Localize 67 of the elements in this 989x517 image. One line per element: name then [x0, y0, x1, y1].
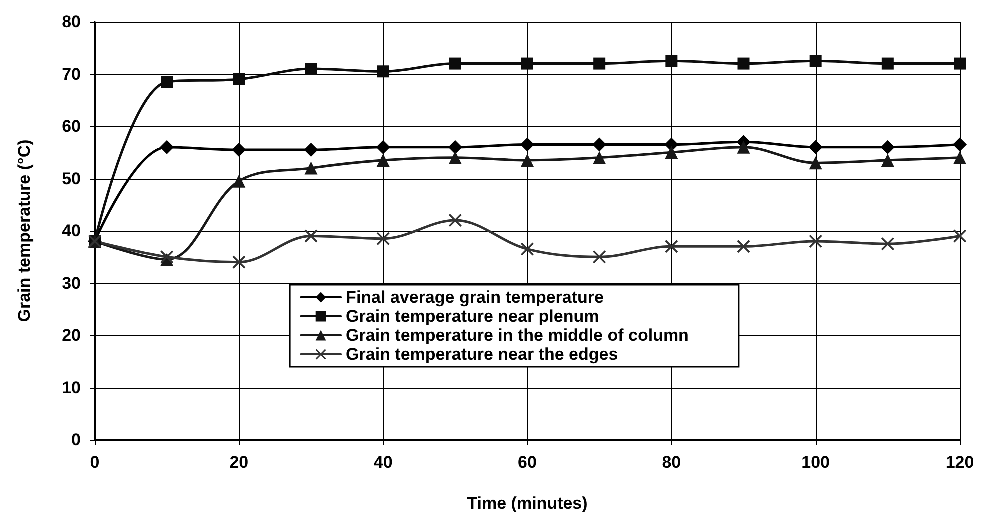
y-tick-label: 0 — [72, 430, 81, 450]
point — [954, 151, 966, 164]
point — [232, 256, 246, 269]
point — [376, 140, 390, 154]
legend-label: Final average grain temperature — [346, 288, 604, 307]
point — [954, 230, 966, 243]
point — [665, 240, 678, 254]
y-tick-label: 20 — [62, 326, 81, 345]
point — [954, 58, 966, 70]
point — [304, 230, 318, 243]
point — [448, 140, 462, 154]
point — [808, 140, 823, 154]
x-tick-label: 20 — [230, 453, 249, 472]
point — [376, 154, 390, 167]
point — [738, 58, 750, 70]
point — [880, 140, 895, 154]
point — [594, 58, 606, 70]
point — [882, 58, 894, 70]
x-tick-label: 60 — [518, 453, 537, 472]
legend-label: Grain temperature in the middle of column — [346, 326, 689, 345]
y-axis-title: Grain temperature (°C) — [15, 140, 34, 322]
point — [881, 238, 894, 251]
point — [520, 138, 534, 152]
point — [232, 174, 246, 188]
point — [522, 58, 534, 70]
point — [592, 138, 607, 152]
point — [881, 154, 894, 167]
point — [737, 140, 750, 154]
y-tick-label: 80 — [62, 12, 81, 32]
legend-label: Grain temperature near the edges — [346, 345, 618, 364]
y-tick-label: 60 — [62, 117, 81, 136]
point — [233, 73, 246, 86]
point — [448, 151, 462, 164]
point — [448, 214, 462, 228]
x-axis-title: Time (minutes) — [467, 494, 588, 513]
legend-label: Grain temperature near plenum — [346, 307, 600, 326]
point — [160, 250, 174, 264]
point — [161, 76, 174, 88]
point — [521, 242, 534, 256]
point — [232, 143, 246, 158]
x-tick-label: 100 — [802, 453, 830, 472]
point — [160, 140, 174, 154]
point — [809, 156, 822, 170]
point — [810, 55, 822, 68]
x-tick-label: 120 — [946, 453, 974, 472]
point — [593, 151, 606, 164]
x-tick-label: 0 — [90, 453, 100, 472]
y-tick-label: 10 — [62, 378, 81, 398]
x-tick-label: 80 — [662, 453, 682, 472]
point — [809, 234, 822, 248]
y-tick-label: 30 — [62, 274, 81, 293]
point — [305, 63, 318, 76]
point — [376, 232, 390, 246]
y-tick-label: 40 — [62, 222, 81, 240]
point — [304, 143, 318, 158]
point — [304, 162, 318, 175]
point — [377, 66, 390, 78]
point — [737, 240, 750, 254]
point — [521, 154, 534, 167]
y-tick-label: 70 — [62, 64, 81, 84]
point — [593, 250, 606, 264]
point — [449, 58, 462, 70]
x-tick-label: 40 — [374, 453, 393, 472]
y-tick-label: 50 — [62, 169, 81, 188]
point — [666, 55, 678, 68]
point — [665, 146, 678, 160]
point — [953, 138, 967, 152]
